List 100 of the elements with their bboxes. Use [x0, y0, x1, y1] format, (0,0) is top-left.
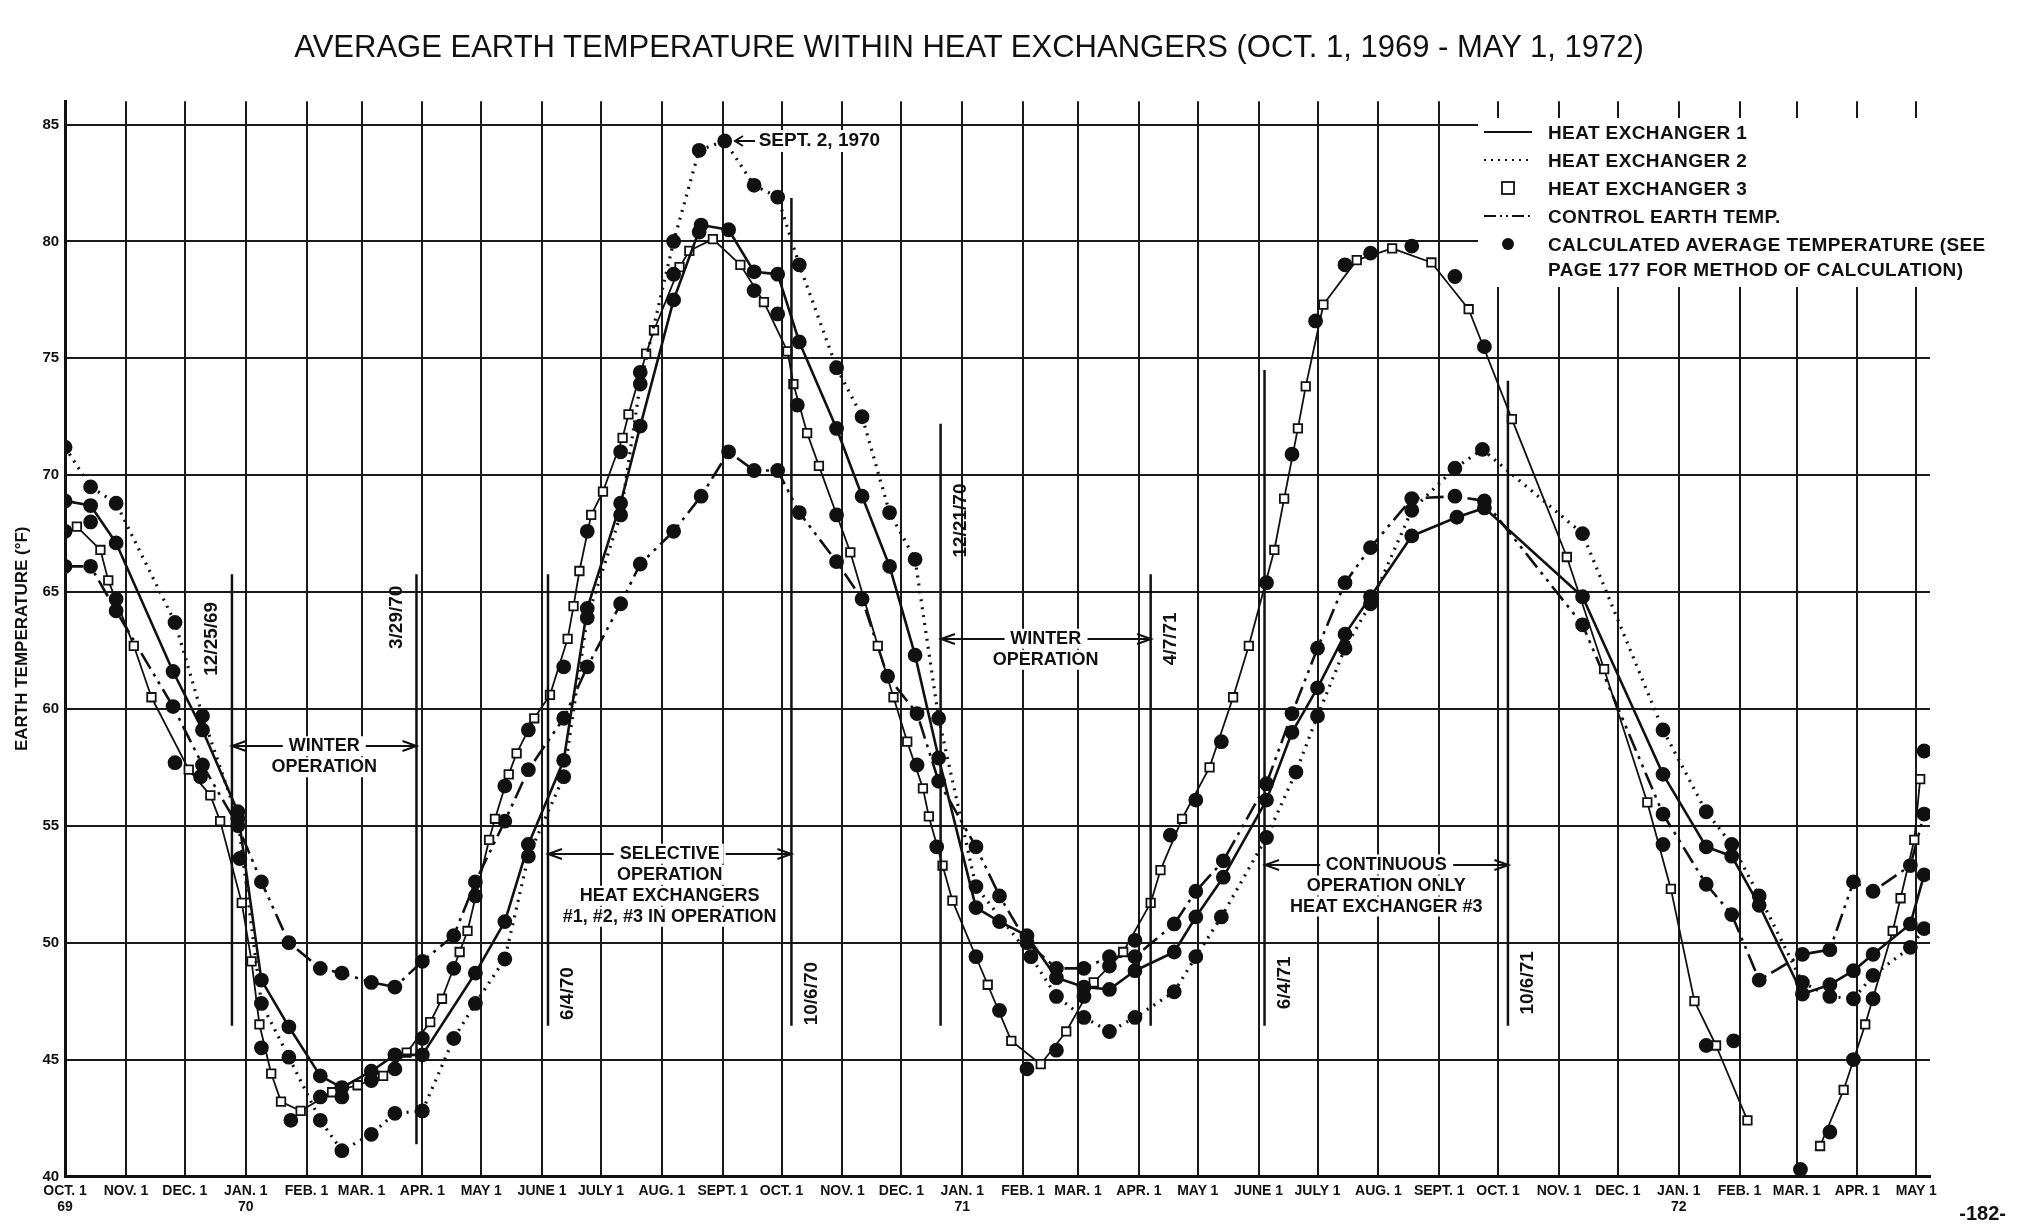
point: [232, 851, 248, 866]
annotation: WINTER OPERATION: [271, 735, 378, 777]
point: [746, 177, 762, 193]
point: [497, 914, 513, 930]
point: [1916, 921, 1930, 937]
x-tick-label: JULY 1: [578, 1181, 625, 1198]
x-tick-label: FEB. 1: [1001, 1181, 1046, 1198]
point: [446, 1031, 462, 1046]
point: [556, 752, 572, 768]
point: [1575, 526, 1590, 542]
point: [1310, 708, 1325, 724]
point: [829, 507, 844, 523]
point: [1363, 245, 1378, 261]
annotation: SEPT. 2, 1970: [758, 129, 881, 151]
point: [1213, 909, 1229, 925]
x-tick-label: OCT. 1: [759, 1181, 804, 1198]
point: [968, 949, 984, 965]
x-tick-label: JAN. 1 71: [940, 1181, 985, 1215]
x-tick-label: AUG. 1: [638, 1181, 686, 1198]
x-tick-label: DEC. 1: [878, 1181, 925, 1198]
point: [281, 1019, 297, 1035]
point: [253, 996, 269, 1011]
point: [1476, 339, 1492, 355]
point: [666, 266, 682, 282]
point: [1655, 722, 1671, 738]
point: [1865, 991, 1881, 1007]
point: [1019, 1061, 1035, 1077]
ref-line-label: 10/6/70: [799, 961, 821, 1026]
point: [1337, 257, 1353, 273]
point: [1724, 848, 1740, 864]
point: [1337, 626, 1353, 642]
y-tick-label: 50: [42, 932, 60, 950]
point: [1846, 963, 1861, 979]
x-tick-label: MAY 1: [1177, 1181, 1219, 1198]
point: [312, 1068, 328, 1084]
point: [968, 900, 984, 915]
point: [520, 837, 536, 852]
point: [520, 722, 536, 738]
legend-label: CALCULATED AVERAGE TEMPERATURE (SEE PAGE 177 FOR METHOD OF CALCULATION): [1548, 233, 1987, 282]
point: [1698, 804, 1714, 820]
legend-label: HEAT EXCHANGER 3: [1548, 177, 1748, 201]
x-tick-label: OCT. 1 69: [43, 1181, 88, 1215]
point: [467, 965, 483, 981]
point: [1023, 949, 1039, 965]
y-tick-label: 85: [42, 114, 60, 132]
point: [666, 234, 682, 249]
y-axis-title: EARTH TEMPERATURE (°F): [11, 526, 31, 752]
point: [283, 1112, 299, 1128]
point: [1284, 724, 1300, 740]
point: [691, 142, 707, 158]
point: [312, 1089, 328, 1105]
point: [666, 292, 682, 308]
x-tick-label: NOV. 1: [1536, 1181, 1582, 1198]
point: [770, 189, 786, 205]
x-tick-label: MAR. 1: [337, 1181, 386, 1198]
y-tick-label: 65: [42, 582, 60, 600]
point: [579, 523, 595, 539]
x-tick-label: MAR. 1: [1772, 1181, 1821, 1198]
point: [1865, 946, 1881, 962]
x-tick-label: SEPT. 1: [1413, 1181, 1465, 1198]
point: [613, 495, 629, 511]
y-tick-label: 75: [42, 348, 60, 366]
point: [907, 647, 923, 663]
point: [1846, 1052, 1861, 1067]
point: [1916, 867, 1930, 883]
point: [1475, 442, 1490, 457]
point: [253, 1040, 269, 1056]
y-tick-label: 45: [42, 1049, 60, 1067]
point: [1188, 949, 1204, 965]
x-tick-label: MAR. 1: [1054, 1181, 1102, 1198]
point: [446, 960, 462, 976]
x-tick-label: DEC. 1: [1595, 1181, 1641, 1198]
ref-line-label: 10/6/71: [1516, 950, 1538, 1015]
x-tick-label: APR. 1: [1116, 1181, 1162, 1198]
point: [1698, 839, 1714, 855]
point: [1449, 509, 1465, 525]
point: [167, 615, 183, 630]
point: [1902, 916, 1918, 932]
point: [363, 1126, 379, 1142]
point: [467, 888, 483, 904]
x-tick-label: FEB. 1: [284, 1181, 329, 1198]
point: [195, 722, 210, 738]
point: [1127, 1010, 1143, 1025]
point: [108, 591, 124, 607]
x-tick-label: MAY 1: [1895, 1181, 1938, 1198]
point: [632, 364, 648, 380]
x-tick-label: JULY 1: [1294, 1181, 1341, 1198]
point: [992, 1003, 1007, 1018]
point: [791, 334, 807, 350]
legend-label: CONTROL EARTH TEMP.: [1548, 205, 1781, 229]
point: [387, 1047, 403, 1063]
point: [1308, 313, 1323, 329]
point: [770, 266, 786, 282]
point: [1726, 1033, 1742, 1049]
point: [1310, 680, 1325, 696]
point: [1822, 977, 1838, 993]
point: [108, 495, 124, 511]
point: [556, 659, 572, 675]
legend-label: HEAT EXCHANGER 2: [1548, 149, 1748, 173]
point: [829, 421, 844, 436]
